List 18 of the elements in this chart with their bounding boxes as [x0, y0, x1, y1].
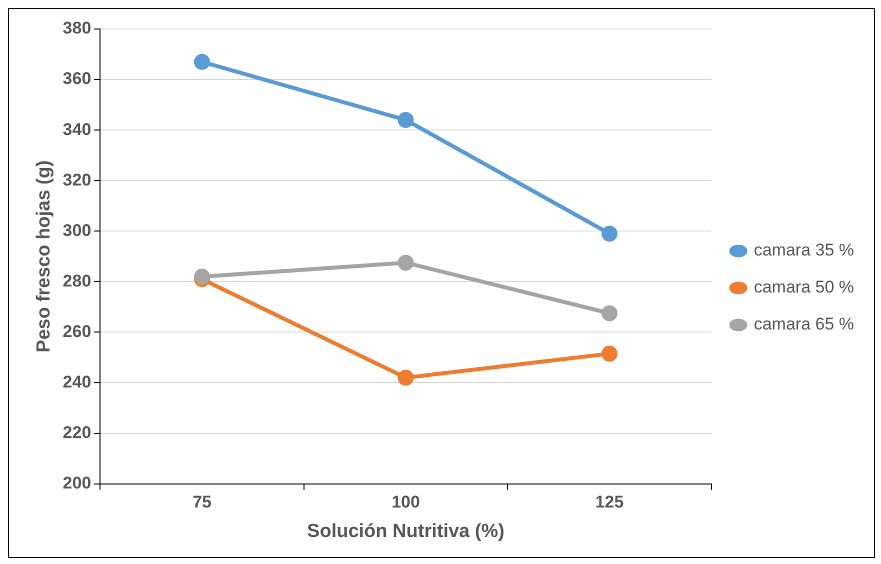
y-tick-label: 220	[62, 422, 92, 442]
y-axis-title: Peso fresco hojas (g)	[34, 160, 55, 352]
x-axis-title: Solución Nutritiva (%)	[307, 520, 504, 542]
x-tick-label: 125	[595, 492, 624, 512]
y-tick-label: 380	[62, 18, 92, 38]
legend-label: camara 35 %	[754, 240, 854, 260]
y-tick-label: 360	[62, 69, 92, 88]
y-tick-label: 200	[62, 473, 92, 492]
y-tick-label: 340	[62, 120, 92, 139]
y-tick-label: 240	[62, 372, 92, 392]
y-tick-label: 300	[62, 220, 92, 240]
y-tick-label: 260	[62, 322, 92, 341]
x-tick-label: 100	[392, 492, 420, 512]
legend-label: camara 65 %	[754, 314, 854, 334]
legend-label: camara 50 %	[754, 278, 854, 297]
y-tick-label: 320	[62, 170, 92, 190]
x-tick-label: 75	[192, 492, 212, 512]
y-tick-label: 280	[62, 271, 92, 290]
